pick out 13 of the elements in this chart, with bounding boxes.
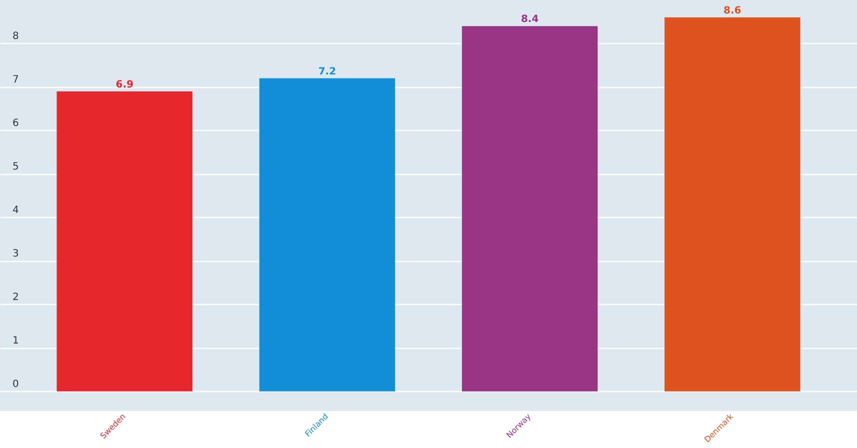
data-label: 7.2 bbox=[318, 66, 336, 78]
data-label: 8.6 bbox=[724, 5, 742, 16]
y-tick-label: 5 bbox=[12, 161, 19, 172]
y-tick-label: 2 bbox=[12, 292, 19, 303]
y-tick-label: 3 bbox=[12, 248, 19, 260]
y-tick-label: 4 bbox=[12, 204, 19, 216]
y-tick-label: 6 bbox=[12, 118, 19, 129]
y-tick-label: 7 bbox=[12, 74, 19, 86]
y-tick-label: 1 bbox=[12, 335, 19, 346]
data-label: 8.4 bbox=[520, 14, 539, 26]
y-tick-label: 8 bbox=[12, 30, 19, 42]
y-tick-label: 0 bbox=[12, 378, 19, 390]
data-label: 6.9 bbox=[116, 79, 134, 90]
